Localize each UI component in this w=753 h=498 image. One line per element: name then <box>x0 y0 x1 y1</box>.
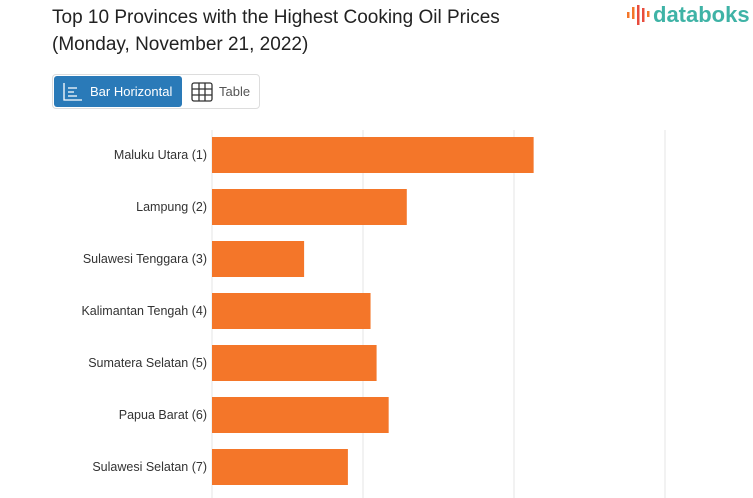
bar[interactable] <box>212 293 371 329</box>
category-label: Sulawesi Selatan (7) <box>92 460 207 474</box>
bar-horizontal-icon <box>63 82 82 101</box>
tab-table[interactable]: Table <box>183 75 258 108</box>
tab-bar-horizontal[interactable]: Bar Horizontal <box>54 76 182 107</box>
title-line-2: (Monday, November 21, 2022) <box>52 34 309 55</box>
tab-label: Table <box>219 84 251 99</box>
category-label: Kalimantan Tengah (4) <box>81 304 207 318</box>
title-line-1: Top 10 Provinces with the Highest Cookin… <box>52 7 500 28</box>
logo-bars-icon <box>627 5 650 25</box>
category-label: Sulawesi Tenggara (3) <box>83 252 207 266</box>
table-icon <box>191 81 213 102</box>
tab-label: Bar Horizontal <box>90 84 173 99</box>
chart-title: Top 10 Provinces with the Highest Cookin… <box>52 4 500 58</box>
bar[interactable] <box>212 345 377 381</box>
category-label: Lampung (2) <box>136 200 207 214</box>
category-label: Maluku Utara (1) <box>114 148 207 162</box>
bar[interactable] <box>212 189 407 225</box>
view-tabs: Bar Horizontal Table <box>52 74 260 109</box>
logo-text: databoks <box>653 2 750 27</box>
category-label: Papua Barat (6) <box>119 408 207 422</box>
bar[interactable] <box>212 137 534 173</box>
databoks-logo[interactable]: databoks <box>626 2 750 28</box>
bar[interactable] <box>212 241 305 277</box>
bar[interactable] <box>212 449 348 485</box>
category-label: Sumatera Selatan (5) <box>88 356 207 370</box>
bar[interactable] <box>212 397 389 433</box>
